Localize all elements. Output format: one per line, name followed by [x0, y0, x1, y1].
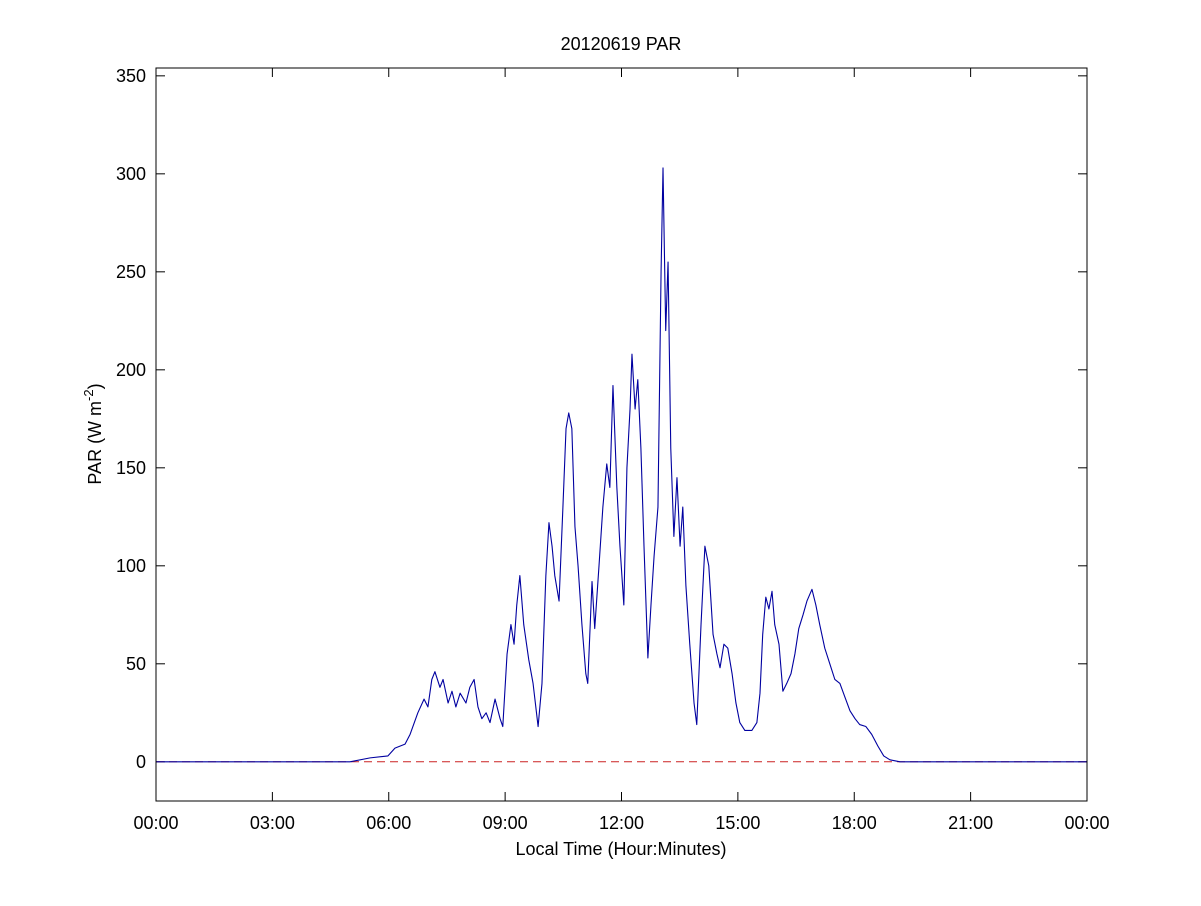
data-line — [156, 167, 1087, 763]
x-tick-label: 00:00 — [133, 813, 178, 833]
x-tick-label: 06:00 — [366, 813, 411, 833]
y-tick-label: 200 — [116, 360, 146, 380]
x-tick-label: 12:00 — [599, 813, 644, 833]
x-tick-label: 15:00 — [715, 813, 760, 833]
y-axis-label-end: ) — [85, 383, 105, 389]
y-axis-label: PAR (W m-2) — [81, 383, 105, 484]
y-tick-label: 0 — [136, 752, 146, 772]
y-axis-label-main: PAR (W m — [85, 401, 105, 485]
x-tick-label: 18:00 — [832, 813, 877, 833]
y-tick-label: 300 — [116, 164, 146, 184]
y-axis-label-sup: -2 — [81, 389, 96, 401]
y-tick-label: 100 — [116, 556, 146, 576]
x-tick-label: 09:00 — [483, 813, 528, 833]
x-axis-label: Local Time (Hour:Minutes) — [515, 839, 726, 859]
x-tick-label: 03:00 — [250, 813, 295, 833]
y-tick-label: 50 — [126, 654, 146, 674]
chart-title: 20120619 PAR — [561, 34, 682, 54]
plot-frame — [155, 67, 1088, 802]
x-tick-label: 21:00 — [948, 813, 993, 833]
y-tick-label: 150 — [116, 458, 146, 478]
y-tick-label: 350 — [116, 66, 146, 86]
y-tick-label: 250 — [116, 262, 146, 282]
x-tick-label: 00:00 — [1064, 813, 1109, 833]
